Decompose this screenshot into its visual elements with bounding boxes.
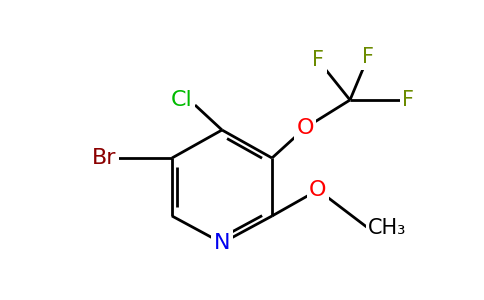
Text: Cl: Cl [170,90,192,110]
Text: CH₃: CH₃ [368,218,407,238]
Text: F: F [312,50,324,70]
Text: Br: Br [91,148,116,168]
Text: O: O [296,118,314,138]
Text: O: O [309,180,327,200]
Text: F: F [402,90,414,110]
Text: N: N [214,233,230,253]
Text: F: F [362,47,374,67]
